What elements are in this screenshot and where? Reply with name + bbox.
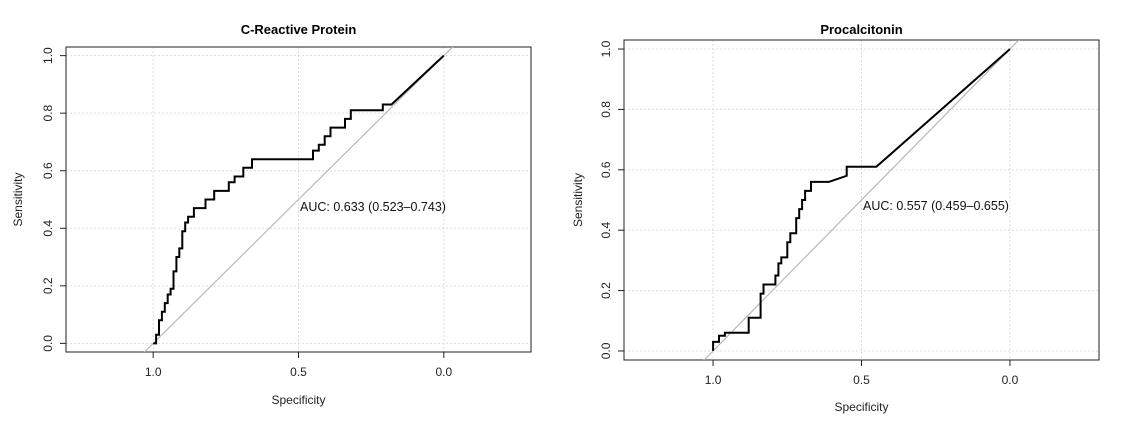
chart-title: C-Reactive Protein [241,22,357,37]
x-axis-label: Specificity [271,393,325,407]
x-tick-label: 0.5 [853,373,870,387]
y-tick-label: 0.2 [599,282,613,299]
y-tick-label: 1.0 [599,40,613,57]
y-tick-label: 0.2 [41,277,55,294]
x-axis-label: Specificity [834,400,888,414]
y-tick-label: 0.8 [41,105,55,122]
auc-annotation: AUC: 0.633 (0.523–0.743) [300,200,446,214]
roc-chart-pct: 1.0 0.5 0.0 0.0 0.2 0.4 0.6 0.8 1.0 Procalcitonin… [571,22,1100,414]
chart-title: Procalcitonin [820,22,902,37]
x-tick-label: 0.0 [1002,373,1019,387]
x-tick-label: 1.0 [705,373,722,387]
y-tick-label: 0.0 [41,335,55,352]
y-axis-label: Sensitivity [571,173,585,227]
roc-curve-line [712,48,1011,351]
x-tick-label: 1.0 [145,365,162,379]
x-tick-label: 0.5 [290,365,307,379]
y-tick-label: 0.6 [599,161,613,178]
y-tick-label: 0.4 [599,222,613,239]
reference-diagonal-line [143,47,454,352]
y-tick-label: 0.8 [599,101,613,118]
roc-curve-line [153,54,445,345]
y-tick-label: 0.0 [599,342,613,359]
roc-chart-crp: 1.0 0.5 0.0 0.0 0.2 0.4 0.6 0.8 1.0 C-Reactive Pr… [11,22,532,407]
y-axis-label: Sensitivity [11,172,25,226]
x-tick-label: 0.0 [435,365,452,379]
y-tick-label: 1.0 [41,47,55,64]
y-tick-label: 0.4 [41,220,55,237]
reference-diagonal-line [703,40,1020,360]
y-tick-label: 0.6 [41,162,55,179]
auc-annotation: AUC: 0.557 (0.459–0.655) [863,199,1009,213]
